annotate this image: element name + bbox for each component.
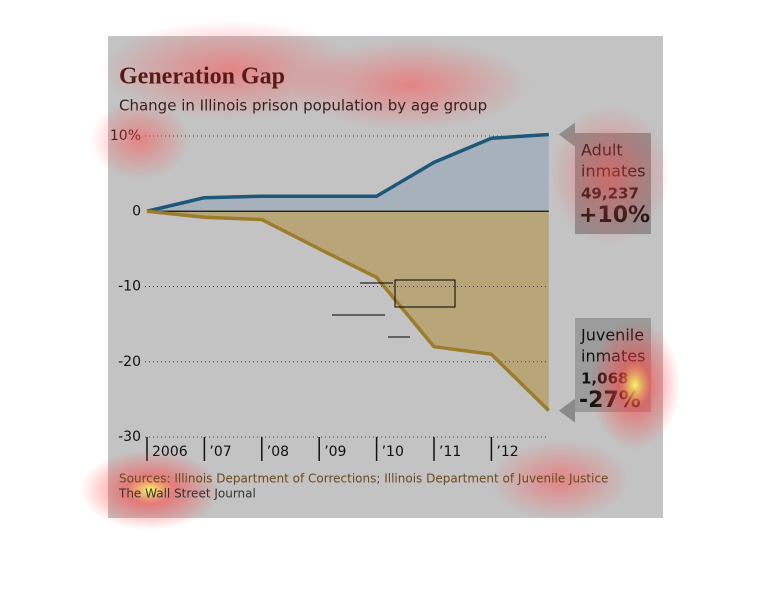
label-text: Juvenile xyxy=(580,326,644,345)
area xyxy=(147,211,549,411)
label-text: inmates xyxy=(581,347,645,366)
label-change: +10% xyxy=(579,203,650,228)
line xyxy=(146,209,551,412)
glitch-box xyxy=(394,279,456,308)
label-text: Adult xyxy=(581,141,623,160)
label-count: 49,237 xyxy=(581,185,639,203)
glitch-lines xyxy=(332,279,456,338)
area xyxy=(147,134,549,212)
x-tick-label: ’07 xyxy=(209,444,231,460)
y-tick-label: 10% xyxy=(110,128,141,144)
source: Sources: Illinois Department of Correcti… xyxy=(119,472,608,486)
y-tick-label: -10 xyxy=(118,279,141,295)
x-tick-label: 2006 xyxy=(152,444,188,460)
label-change: -27% xyxy=(579,388,641,413)
line xyxy=(146,132,549,213)
label-text: inmates xyxy=(581,162,645,181)
y-tick-label: -30 xyxy=(118,429,141,445)
chart-subtitle: Change in Illinois prison population by … xyxy=(119,97,487,115)
x-tick-label: ’08 xyxy=(267,444,289,460)
x-tick-label: ’11 xyxy=(439,444,461,460)
y-tick-label: -20 xyxy=(118,354,141,370)
y-tick-label: 0 xyxy=(132,203,141,219)
x-tick-label: ’10 xyxy=(382,444,404,460)
label-count: 1,068 xyxy=(581,370,628,388)
chart-title: Generation Gap xyxy=(119,64,285,90)
x-tick-label: ’09 xyxy=(324,444,346,460)
x-tick-label: ’12 xyxy=(496,444,518,460)
source: The Wall Street Journal xyxy=(118,487,256,501)
label-pointer xyxy=(558,398,575,423)
